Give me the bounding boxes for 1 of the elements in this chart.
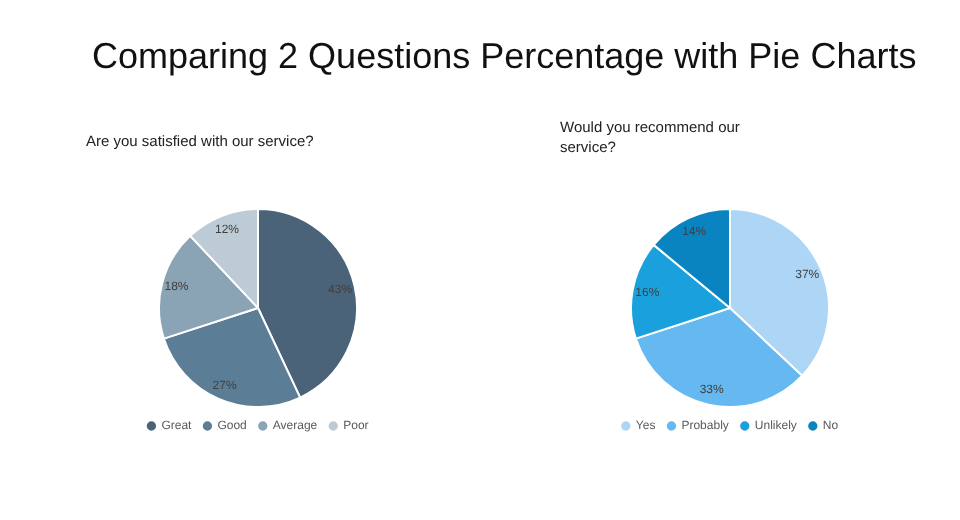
text: Comparing 2 Questions Percentage with Pie Charts <box>92 36 919 78</box>
